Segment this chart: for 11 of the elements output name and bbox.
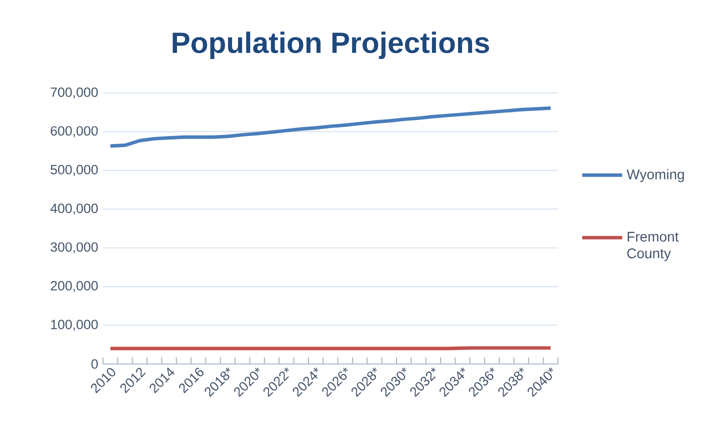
chart-title: Population Projections <box>172 32 490 59</box>
y-tick-label: 700,000 <box>50 88 98 99</box>
legend-label: Fremont County <box>627 232 679 262</box>
y-tick-label: 500,000 <box>50 164 98 176</box>
y-tick-label: 100,000 <box>51 320 98 331</box>
y-tick-label: 0 <box>91 359 98 369</box>
y-tick-label: 600,000 <box>50 126 98 138</box>
y-tick-label: 400,000 <box>50 204 98 215</box>
legend-label: Wyoming <box>626 169 684 182</box>
y-tick-label: 200,000 <box>50 281 98 292</box>
y-tick-label: 300,000 <box>50 242 98 254</box>
